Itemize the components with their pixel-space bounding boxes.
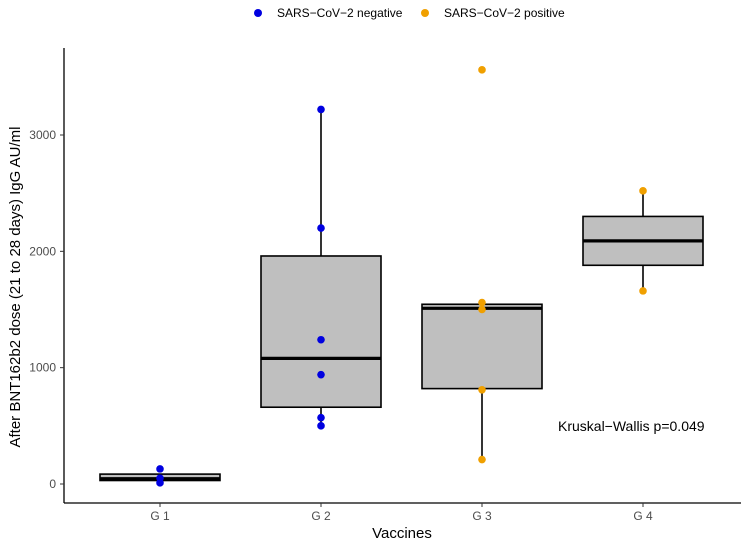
data-point <box>156 465 164 473</box>
box-g3 <box>421 303 543 460</box>
data-point <box>639 187 647 195</box>
legend-marker-positive <box>421 9 429 17</box>
y-tick-label: 0 <box>49 477 56 491</box>
y-tick-label: 2000 <box>29 244 56 258</box>
data-point <box>317 413 325 422</box>
data-point <box>317 335 325 344</box>
data-point <box>478 305 486 314</box>
boxes <box>99 109 704 482</box>
y-ticks: 0 1000 2000 3000 <box>29 128 64 491</box>
legend-label-positive: SARS−CoV−2 positive <box>444 6 565 20</box>
x-tick-label: G 3 <box>472 509 492 523</box>
x-ticks: G 1 G 2 G 3 G 4 <box>150 503 653 523</box>
data-point <box>317 422 325 430</box>
x-tick-label: G 2 <box>311 509 331 523</box>
box-rect <box>421 303 543 390</box>
data-point <box>317 224 325 232</box>
data-point <box>639 287 647 295</box>
y-axis-title: After BNT162b2 dose (21 to 28 days) IgG … <box>7 127 24 448</box>
x-axis-title: Vaccines <box>372 525 432 542</box>
data-point <box>156 479 164 487</box>
data-point <box>478 455 486 464</box>
x-tick-label: G 4 <box>633 509 653 523</box>
legend-marker-negative <box>254 9 262 17</box>
data-point <box>478 385 486 394</box>
y-tick-label: 1000 <box>29 361 56 375</box>
legend-label-negative: SARS−CoV−2 negative <box>277 6 403 20</box>
kruskal-wallis-annotation: Kruskal−Wallis p=0.049 <box>558 418 705 434</box>
data-point <box>317 105 325 114</box>
data-point <box>478 66 486 74</box>
box-g4 <box>582 190 704 291</box>
data-point <box>478 298 486 307</box>
box-g2 <box>260 109 382 426</box>
box-rect <box>260 255 382 409</box>
points <box>156 66 647 487</box>
legend: SARS−CoV−2 negative SARS−CoV−2 positive <box>254 6 565 20</box>
data-point <box>317 370 325 379</box>
y-tick-label: 3000 <box>29 128 56 142</box>
plot-area: 0 1000 2000 3000 G 1 G 2 G 3 G 4 <box>29 48 741 523</box>
x-tick-label: G 1 <box>150 509 170 523</box>
